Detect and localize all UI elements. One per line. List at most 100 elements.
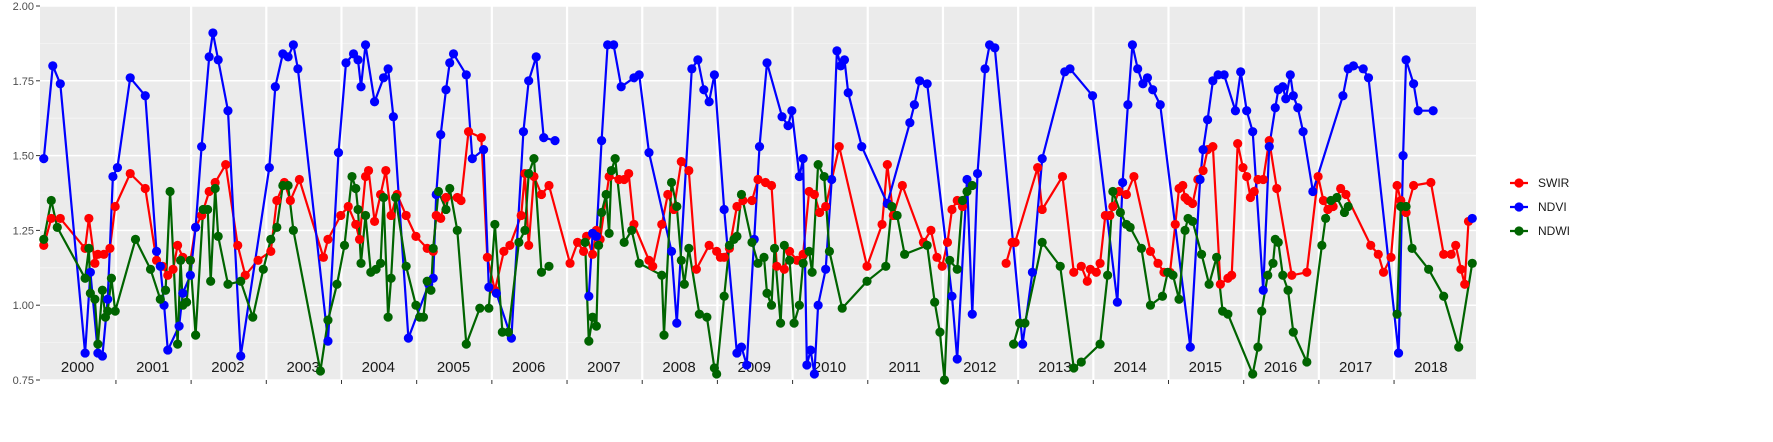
data-point-ndwi <box>794 300 804 310</box>
data-point-swir <box>285 195 295 206</box>
data-point-ndvi <box>1258 285 1268 295</box>
data-point-ndwi <box>375 258 386 268</box>
data-point-swir <box>1057 171 1068 182</box>
data-point-ndwi <box>862 276 872 286</box>
data-point-swir <box>834 142 844 152</box>
data-point-ndwi <box>411 300 421 310</box>
data-point-ndvi <box>990 43 1000 53</box>
data-point-ndvi <box>644 148 654 158</box>
data-point-swir <box>463 127 474 137</box>
data-point-ndvi <box>1202 115 1213 125</box>
data-point-swir <box>233 240 243 250</box>
data-point-ndwi <box>634 258 644 268</box>
data-point-ndvi <box>762 58 772 68</box>
data-point-ndwi <box>155 294 165 304</box>
data-point-ndwi <box>1180 225 1190 235</box>
data-point-ndvi <box>736 342 747 352</box>
data-point-ndwi <box>945 255 955 265</box>
data-point-ndwi <box>97 285 108 295</box>
data-point-swir <box>882 159 892 170</box>
data-point-ndwi <box>1248 369 1258 379</box>
data-point-ndvi <box>1027 267 1038 277</box>
data-point-ndvi <box>445 58 455 68</box>
data-point-ndvi <box>288 40 298 50</box>
data-point-ndvi <box>103 294 113 304</box>
data-point-ndvi <box>827 174 837 185</box>
data-point-ndvi <box>369 97 380 107</box>
data-point-ndvi <box>378 73 389 83</box>
data-point-ndwi <box>587 312 598 322</box>
data-point-ndvi <box>1236 67 1246 77</box>
data-point-ndvi <box>1293 103 1303 113</box>
data-point-swir <box>1272 183 1282 194</box>
year-label: 2011 <box>888 359 920 376</box>
data-point-ndwi <box>172 339 183 349</box>
data-point-ndvi <box>174 321 184 331</box>
data-point-ndvi <box>441 85 451 95</box>
data-point-ndwi <box>422 276 432 286</box>
data-point-swir <box>1460 279 1470 289</box>
data-point-ndvi <box>1248 127 1258 137</box>
data-point-ndvi <box>634 70 644 80</box>
data-point-swir <box>937 261 947 271</box>
data-point-ndwi <box>736 189 747 200</box>
year-label: 2018 <box>1414 359 1447 376</box>
data-point-swir <box>691 264 701 274</box>
data-point-ndwi <box>807 267 817 277</box>
data-point-ndwi <box>490 219 500 230</box>
data-point-swir <box>684 165 694 176</box>
data-point-ndwi <box>657 270 667 280</box>
data-point-ndvi <box>742 360 752 370</box>
data-point-ndvi <box>704 97 714 107</box>
data-point-ndvi <box>155 261 165 271</box>
data-point-ndwi <box>900 249 910 259</box>
data-point-ndwi <box>784 255 795 265</box>
data-point-ndvi <box>794 171 804 182</box>
data-point-ndvi <box>980 64 990 74</box>
data-point-swir <box>363 165 374 176</box>
data-point-ndvi <box>687 64 697 74</box>
data-point-ndvi <box>813 300 823 310</box>
data-point-swir <box>1242 171 1252 182</box>
data-point-ndwi <box>90 294 100 304</box>
data-point-ndwi <box>672 201 682 212</box>
data-point-ndvi <box>185 270 195 280</box>
data-point-ndvi <box>1298 127 1308 137</box>
data-point-ndvi <box>213 55 223 65</box>
data-point-ndwi <box>779 240 789 250</box>
data-point-ndwi <box>428 243 438 253</box>
data-point-ndwi <box>694 309 704 319</box>
data-point-ndwi <box>441 204 451 215</box>
data-point-ndvi <box>208 28 218 38</box>
data-point-swir <box>862 261 872 271</box>
data-point-ndwi <box>288 225 298 235</box>
data-point-ndwi <box>272 222 282 233</box>
data-point-swir <box>544 180 554 191</box>
data-point-ndvi <box>436 130 446 140</box>
legend-label-swir: SWIR <box>1538 176 1570 190</box>
data-point-swir <box>947 204 957 215</box>
data-point-ndvi <box>448 49 459 59</box>
data-point-swir <box>942 237 953 247</box>
data-point-ndwi <box>1009 339 1019 349</box>
data-point-ndvi <box>597 136 607 146</box>
data-point-swir <box>1145 246 1156 256</box>
data-point-ndwi <box>191 330 201 340</box>
data-point-ndwi <box>461 339 471 349</box>
data-point-ndwi <box>529 153 539 164</box>
data-point-ndwi <box>627 225 637 235</box>
data-point-ndvi <box>754 142 765 152</box>
data-point-swir <box>565 258 575 268</box>
data-point-ndwi <box>753 258 763 268</box>
data-point-swir <box>110 201 120 212</box>
data-point-ndwi <box>356 258 366 268</box>
data-point-ndwi <box>1401 201 1411 212</box>
data-point-ndvi <box>1118 177 1128 188</box>
data-point-swir <box>657 219 667 230</box>
data-point-swir <box>1010 237 1020 247</box>
data-point-swir <box>1426 177 1436 188</box>
data-point-ndwi <box>1317 240 1327 250</box>
data-point-ndwi <box>1020 318 1030 328</box>
data-point-swir <box>663 189 673 200</box>
data-point-ndvi <box>140 91 150 101</box>
